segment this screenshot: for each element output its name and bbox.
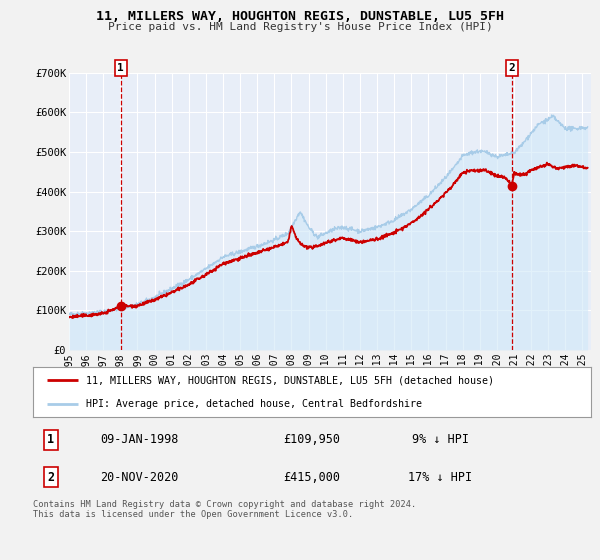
Text: 1: 1 xyxy=(118,63,124,73)
Text: Price paid vs. HM Land Registry's House Price Index (HPI): Price paid vs. HM Land Registry's House … xyxy=(107,22,493,32)
Text: 2: 2 xyxy=(47,470,55,484)
Text: £109,950: £109,950 xyxy=(284,433,341,446)
Text: 09-JAN-1998: 09-JAN-1998 xyxy=(100,433,178,446)
Text: 1: 1 xyxy=(47,433,55,446)
Text: 11, MILLERS WAY, HOUGHTON REGIS, DUNSTABLE, LU5 5FH (detached house): 11, MILLERS WAY, HOUGHTON REGIS, DUNSTAB… xyxy=(86,375,494,385)
Text: 20-NOV-2020: 20-NOV-2020 xyxy=(100,470,178,484)
Text: £415,000: £415,000 xyxy=(284,470,341,484)
Text: 17% ↓ HPI: 17% ↓ HPI xyxy=(408,470,472,484)
Text: 2: 2 xyxy=(509,63,515,73)
Text: Contains HM Land Registry data © Crown copyright and database right 2024.
This d: Contains HM Land Registry data © Crown c… xyxy=(33,500,416,519)
Text: 9% ↓ HPI: 9% ↓ HPI xyxy=(412,433,469,446)
Text: 11, MILLERS WAY, HOUGHTON REGIS, DUNSTABLE, LU5 5FH: 11, MILLERS WAY, HOUGHTON REGIS, DUNSTAB… xyxy=(96,10,504,23)
Text: HPI: Average price, detached house, Central Bedfordshire: HPI: Average price, detached house, Cent… xyxy=(86,399,422,409)
